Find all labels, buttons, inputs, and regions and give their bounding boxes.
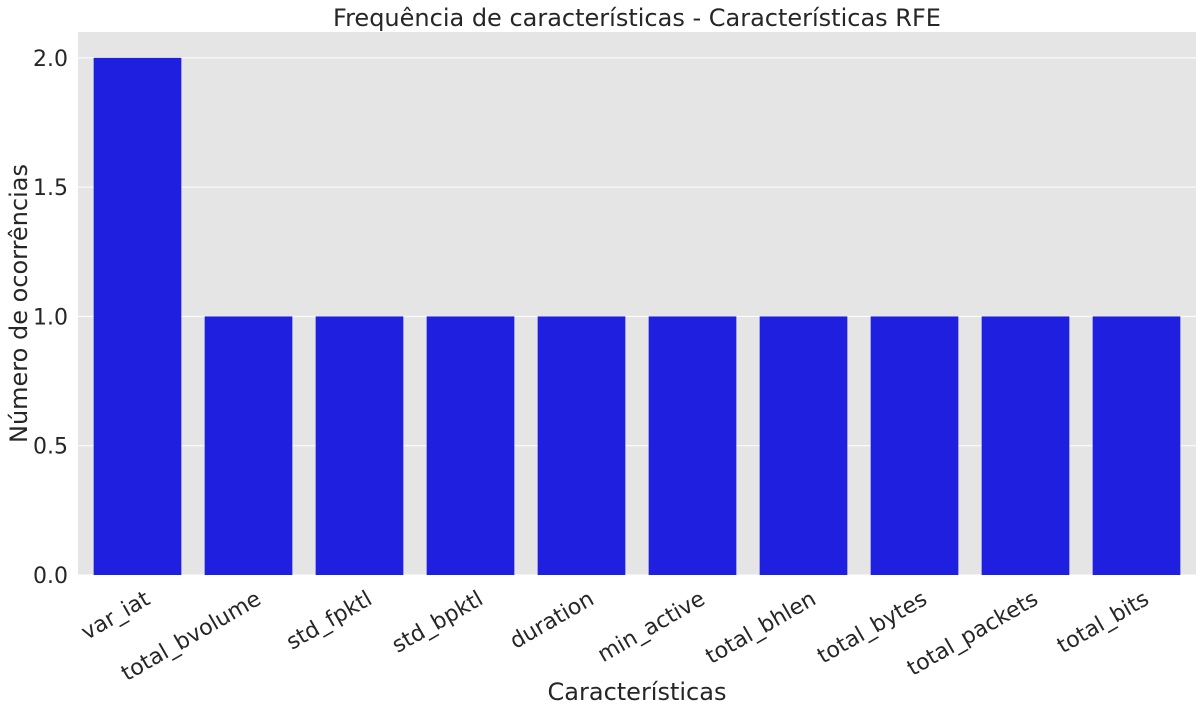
bar-total_packets <box>981 316 1070 575</box>
bar-total_bits <box>1092 316 1181 575</box>
bar-min_active <box>648 316 737 575</box>
x-tick-label: total_bits <box>1053 587 1153 659</box>
x-tick-label: std_fpktl <box>282 587 376 656</box>
x-tick-label: total_bhlen <box>702 587 821 670</box>
y-tick-label: 2.0 <box>33 47 68 72</box>
bar-total_bytes <box>870 316 959 575</box>
bar-var_iat <box>93 57 182 576</box>
y-tick-label: 1.5 <box>33 176 68 201</box>
bar-std_fpktl <box>315 316 404 575</box>
x-tick-label: min_active <box>594 587 710 668</box>
bar-total_bvolume <box>204 316 293 575</box>
y-tick-label: 0.5 <box>33 435 68 460</box>
x-tick-label: duration <box>506 587 599 655</box>
bar-duration <box>537 316 626 575</box>
x-tick-label: std_bpktl <box>388 587 488 659</box>
x-tick-label: var_iat <box>77 586 155 645</box>
y-tick-label: 0.0 <box>33 564 68 589</box>
chart-title: Frequência de características - Caracter… <box>333 4 941 32</box>
bar-total_bhlen <box>759 316 848 575</box>
y-tick-label: 1.0 <box>33 305 68 330</box>
y-axis-label: Número de ocorrências <box>5 164 33 443</box>
y-tick-labels: 0.0 0.5 1.0 1.5 2.0 <box>33 47 68 589</box>
x-axis-label: Características <box>548 678 727 706</box>
bars <box>93 57 1181 576</box>
bar-std_bpktl <box>426 316 515 575</box>
